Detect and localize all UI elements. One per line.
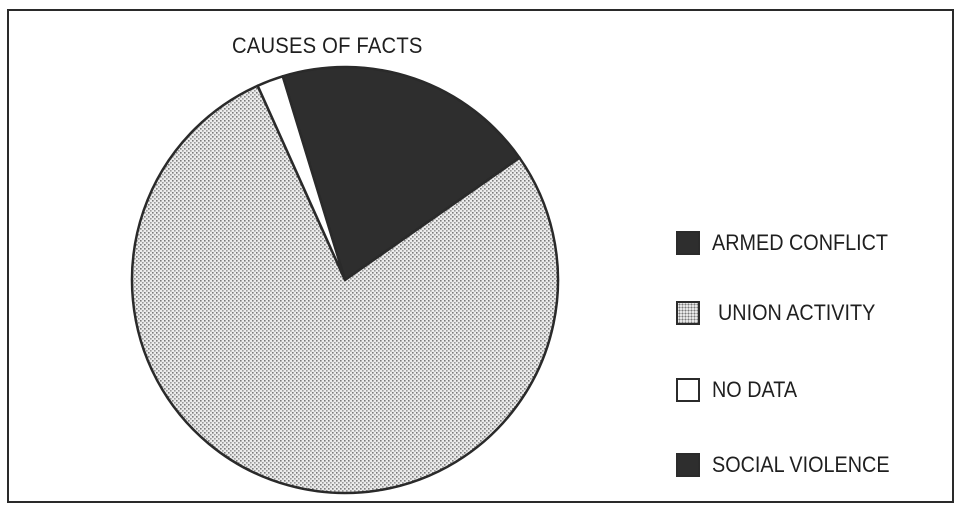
legend-swatch-union-activity [676,301,700,325]
pie-slice-union-activity [130,84,560,495]
legend-swatch-social-violence [676,453,700,477]
legend-label-social-violence: SOCIAL VIOLENCE [712,452,890,477]
legend-label-union-activity: UNION ACTIVITY [718,300,876,325]
legend-item-union-activity: UNION ACTIVITY [676,298,893,328]
legend-item-social-violence: SOCIAL VIOLENCE [676,450,909,480]
legend-swatch-armed-conflict [676,231,700,255]
legend-item-armed-conflict: ARMED CONFLICT [676,228,908,258]
legend-label-no-data: NO DATA [712,377,798,402]
legend-label-armed-conflict: ARMED CONFLICT [712,230,889,255]
legend-item-no-data: NO DATA [676,375,807,405]
pie-slice-no-data [256,75,347,282]
legend-swatch-no-data [676,378,700,402]
pie-slice-armed-conflict [281,65,521,282]
chart-frame [7,9,954,503]
chart-title: CAUSES OF FACTS [232,33,423,58]
